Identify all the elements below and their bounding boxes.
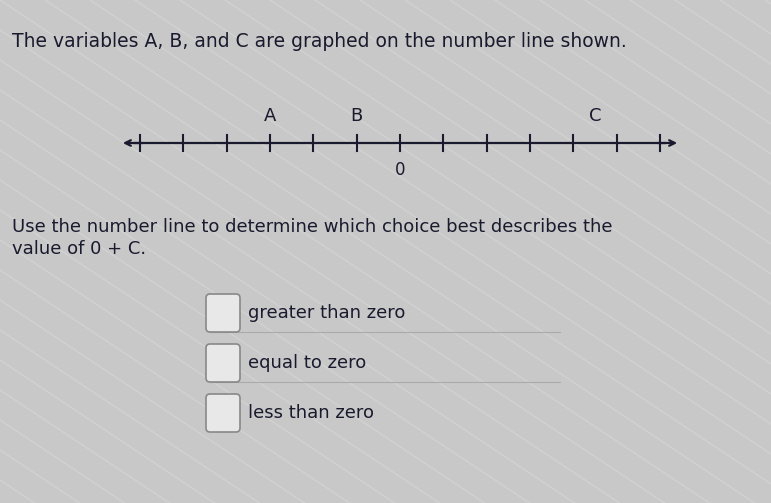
- FancyBboxPatch shape: [206, 394, 240, 432]
- Text: Use the number line to determine which choice best describes the: Use the number line to determine which c…: [12, 218, 612, 236]
- Text: greater than zero: greater than zero: [248, 304, 406, 322]
- Text: B: B: [351, 107, 363, 125]
- Text: equal to zero: equal to zero: [248, 354, 366, 372]
- FancyBboxPatch shape: [206, 294, 240, 332]
- Text: 0: 0: [395, 161, 406, 179]
- Text: value of 0 + C.: value of 0 + C.: [12, 240, 146, 258]
- Text: less than zero: less than zero: [248, 404, 374, 422]
- Text: A: A: [264, 107, 276, 125]
- FancyBboxPatch shape: [206, 344, 240, 382]
- Text: The variables A, B, and C are graphed on the number line shown.: The variables A, B, and C are graphed on…: [12, 32, 627, 51]
- Text: C: C: [589, 107, 601, 125]
